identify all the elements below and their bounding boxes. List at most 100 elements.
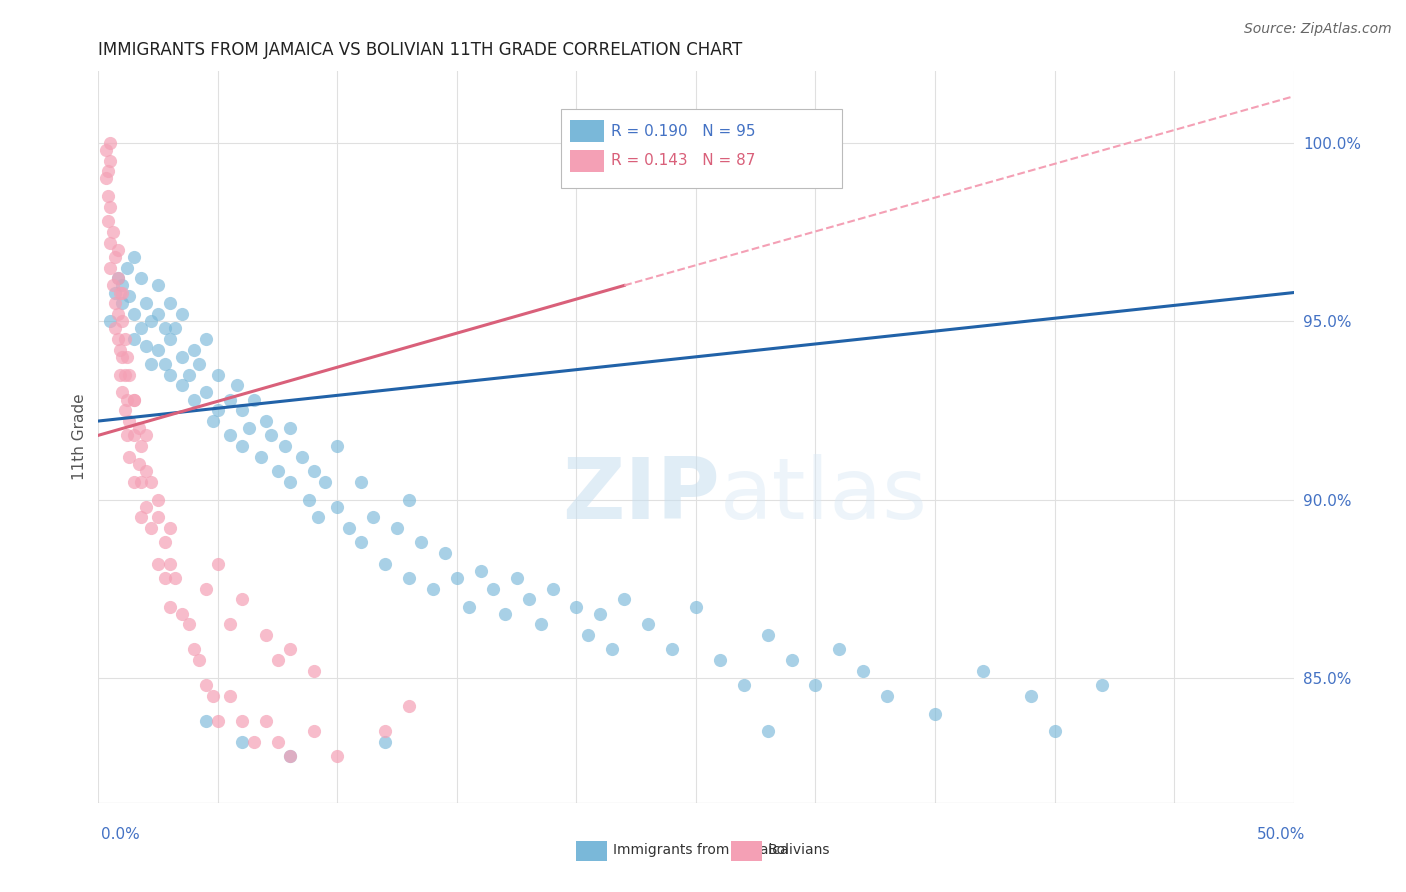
Point [202,689,225,703]
Point [124,392,146,407]
Point [187,357,209,371]
Point [131,271,153,285]
Text: atlas: atlas [720,454,928,537]
Point [118,450,141,464]
Point [219,392,242,407]
Point [446,571,468,585]
Point [374,735,396,749]
Point [98,200,122,214]
Point [97,214,120,228]
Point [298,492,321,507]
Point [529,617,551,632]
Point [274,439,297,453]
Point [254,414,277,428]
Point [148,343,170,357]
Point [148,307,170,321]
Point [637,617,659,632]
Text: Bolivians: Bolivians [768,843,830,857]
Point [111,285,134,300]
Point [159,368,181,382]
Point [118,414,141,428]
Point [139,357,162,371]
Point [115,260,138,275]
Point [155,535,177,549]
Point [124,475,146,489]
Point [118,368,141,382]
Point [98,235,122,250]
Point [135,428,157,442]
Point [876,689,898,703]
Point [128,457,150,471]
Point [111,314,134,328]
Point [98,260,122,275]
Point [94,171,117,186]
Point [326,500,349,514]
Text: 0.0%: 0.0% [101,827,141,841]
Point [172,307,194,321]
Point [114,368,136,382]
Point [517,592,540,607]
Point [231,403,253,417]
Point [267,653,290,667]
Point [243,392,266,407]
Point [97,189,120,203]
Point [194,678,217,692]
Point [148,492,170,507]
Point [183,392,205,407]
Point [709,653,731,667]
Point [458,599,481,614]
Point [231,439,253,453]
Point [108,285,131,300]
Point [219,689,242,703]
Point [115,428,138,442]
Point [107,243,129,257]
Point [231,735,253,749]
Point [139,314,162,328]
Point [307,510,329,524]
Point [135,339,157,353]
Point [278,421,301,435]
Point [131,321,153,335]
Text: ZIP: ZIP [562,454,720,537]
Point [131,439,153,453]
Point [183,642,205,657]
Point [94,143,117,157]
Point [541,582,564,596]
Point [238,421,260,435]
Point [163,571,186,585]
FancyBboxPatch shape [561,110,842,188]
Point [172,607,194,621]
Point [302,464,325,478]
Point [124,392,146,407]
Point [159,557,181,571]
Point [780,653,803,667]
Point [267,735,290,749]
Point [139,521,162,535]
Point [433,546,456,560]
Point [108,368,131,382]
Point [326,749,349,764]
Point [565,599,588,614]
Point [97,164,120,178]
Point [114,403,136,417]
Point [231,592,253,607]
Point [118,289,141,303]
Point [337,521,360,535]
Point [111,296,134,310]
Point [163,321,186,335]
Point [290,450,312,464]
Point [98,314,122,328]
Point [374,557,396,571]
Point [183,343,205,357]
Point [104,296,127,310]
Point [972,664,994,678]
Point [254,628,277,642]
Point [207,557,229,571]
Point [148,557,170,571]
Point [124,307,146,321]
Point [804,678,827,692]
Point [685,599,707,614]
Point [98,153,122,168]
Point [108,343,131,357]
Point [589,607,612,621]
